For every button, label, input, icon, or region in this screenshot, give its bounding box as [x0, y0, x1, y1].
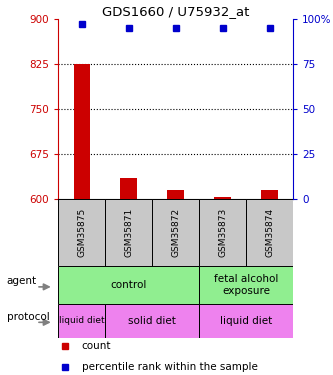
Bar [105, 304, 199, 338]
Bar [58, 266, 199, 304]
Text: liquid diet: liquid diet [59, 316, 105, 325]
Text: control: control [111, 280, 147, 290]
Text: GSM35873: GSM35873 [218, 208, 227, 257]
Bar [214, 197, 231, 199]
Title: GDS1660 / U75932_at: GDS1660 / U75932_at [102, 4, 249, 18]
Text: protocol: protocol [7, 312, 49, 322]
Text: fetal alcohol
exposure: fetal alcohol exposure [214, 274, 278, 296]
Text: GSM35871: GSM35871 [124, 208, 133, 257]
Bar [167, 190, 184, 199]
Text: count: count [82, 341, 111, 351]
Bar [199, 304, 293, 338]
Bar [105, 199, 152, 266]
Text: agent: agent [7, 276, 37, 286]
Bar [199, 199, 246, 266]
Bar [152, 199, 199, 266]
Bar [121, 178, 137, 199]
Text: liquid diet: liquid diet [220, 316, 272, 326]
Bar [261, 190, 278, 199]
Text: GSM35874: GSM35874 [265, 208, 274, 257]
Text: GSM35872: GSM35872 [171, 208, 180, 257]
Text: solid diet: solid diet [128, 316, 176, 326]
Bar [246, 199, 293, 266]
Bar [199, 266, 293, 304]
Bar [74, 64, 90, 199]
Bar [58, 199, 105, 266]
Text: percentile rank within the sample: percentile rank within the sample [82, 362, 258, 372]
Text: GSM35875: GSM35875 [77, 208, 86, 257]
Bar [58, 304, 105, 338]
